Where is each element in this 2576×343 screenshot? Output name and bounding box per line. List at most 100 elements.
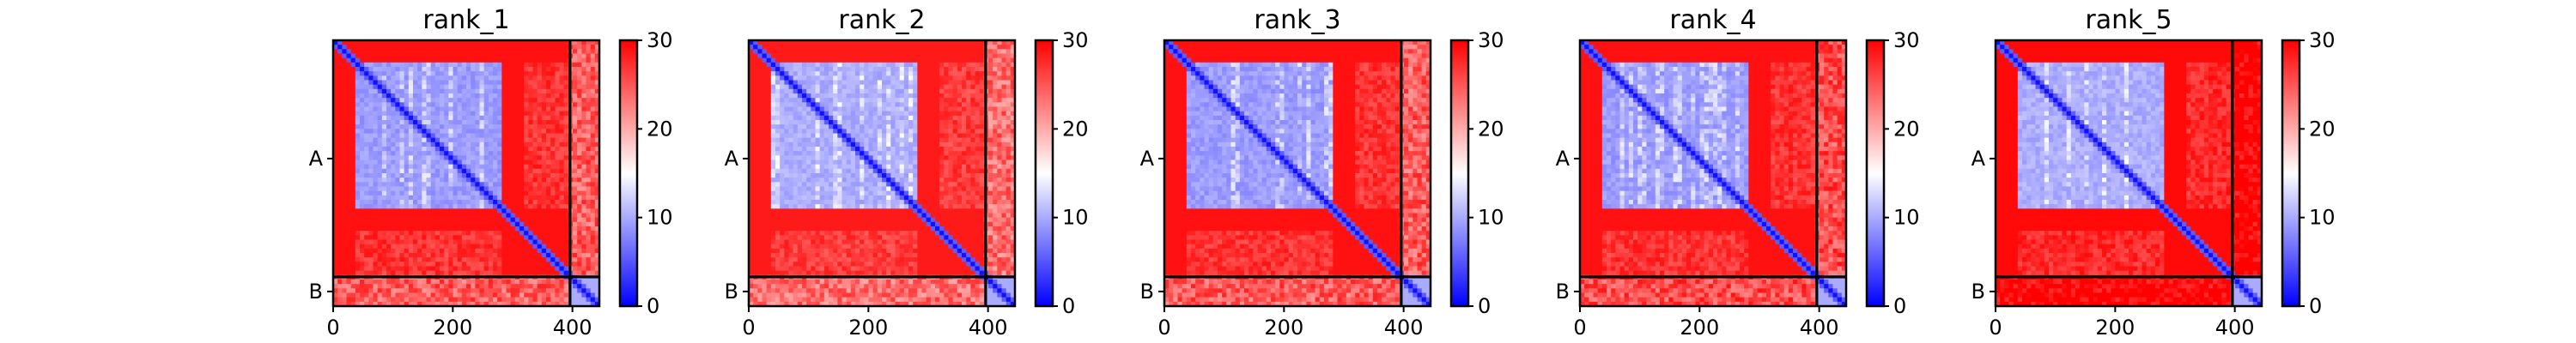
heatmap-cell: [806, 93, 811, 99]
heatmap-cell: [399, 151, 405, 156]
heatmap-cell: [559, 40, 565, 45]
heatmap-cell: [413, 120, 418, 125]
heatmap-cell: [377, 280, 383, 285]
heatmap-cell: [506, 124, 512, 129]
heatmap-cell: [453, 88, 459, 94]
heatmap-cell: [590, 231, 596, 236]
heatmap-cell: [921, 67, 927, 72]
heatmap-cell: [948, 75, 954, 81]
heatmap-cell: [757, 40, 763, 45]
heatmap-cell: [532, 141, 538, 147]
heatmap-cell: [333, 239, 338, 245]
heatmap-cell: [524, 221, 529, 227]
heatmap-cell: [913, 75, 918, 81]
heatmap-cell: [355, 45, 361, 50]
heatmap-cell: [514, 168, 520, 174]
heatmap-cell: [373, 45, 379, 50]
heatmap-cell: [559, 106, 565, 112]
heatmap-cell: [868, 67, 874, 72]
heatmap-cell: [573, 239, 578, 245]
heatmap-cell: [453, 151, 459, 156]
heatmap-cell: [483, 106, 489, 112]
heatmap-cell: [581, 195, 587, 201]
heatmap-cell: [408, 168, 414, 174]
heatmap-cell: [377, 213, 383, 219]
heatmap-cell: [957, 124, 963, 129]
heatmap-cell: [426, 208, 432, 214]
heatmap-cell: [360, 186, 365, 192]
heatmap-cell: [823, 45, 829, 50]
heatmap-cell: [408, 111, 414, 117]
heatmap-cell: [577, 71, 582, 76]
heatmap-cell: [855, 40, 860, 45]
heatmap-cell: [886, 98, 891, 103]
heatmap-cell: [519, 129, 525, 135]
heatmap-cell: [541, 301, 547, 307]
heatmap-cell: [333, 301, 338, 307]
heatmap-cell: [337, 244, 343, 250]
heatmap-cell: [594, 204, 600, 209]
heatmap-cell: [930, 67, 936, 72]
heatmap-cell: [766, 75, 772, 81]
heatmap-cell: [408, 80, 414, 86]
heatmap-cell: [811, 93, 817, 99]
heatmap-cell: [823, 137, 829, 143]
heatmap-cell: [537, 141, 543, 147]
heatmap-cell: [413, 239, 418, 245]
heatmap-cell: [386, 253, 392, 258]
heatmap-cell: [899, 62, 905, 68]
heatmap-cell: [886, 111, 891, 117]
heatmap-cell: [386, 137, 392, 143]
heatmap-cell: [360, 284, 365, 289]
heatmap-cell: [877, 129, 883, 135]
heatmap-cell: [524, 239, 529, 245]
heatmap-cell: [514, 67, 520, 72]
heatmap-cell: [391, 208, 396, 214]
heatmap-cell: [784, 93, 790, 99]
heatmap-cell: [594, 71, 600, 76]
heatmap-cell: [399, 182, 405, 188]
heatmap-cell: [381, 67, 387, 72]
heatmap-cell: [501, 235, 507, 241]
heatmap-cell: [457, 248, 463, 254]
heatmap-cell: [762, 106, 768, 112]
heatmap-cell: [979, 45, 985, 50]
heatmap-cell: [966, 115, 971, 121]
heatmap-cell: [457, 84, 463, 90]
heatmap-cell: [555, 297, 561, 303]
heatmap-cell: [453, 231, 459, 236]
heatmap-cell: [559, 102, 565, 108]
heatmap-cell: [408, 49, 414, 55]
heatmap-cell: [829, 106, 834, 112]
heatmap-cell: [837, 120, 843, 125]
heatmap-cell: [908, 98, 914, 103]
heatmap-cell: [793, 75, 799, 81]
heatmap-cell: [555, 159, 561, 165]
colorbar: [620, 40, 637, 306]
heatmap-cell: [559, 120, 565, 125]
heatmap-cell: [395, 159, 401, 165]
heatmap-cell: [753, 111, 758, 117]
heatmap-cell: [386, 280, 392, 285]
heatmap-cell: [841, 62, 848, 68]
heatmap-cell: [913, 93, 918, 99]
heatmap-cell: [563, 88, 569, 94]
heatmap-cell: [528, 115, 534, 121]
heatmap-cell: [581, 239, 587, 245]
heatmap-cell: [493, 284, 498, 289]
heatmap-cell: [453, 173, 459, 178]
heatmap-cell: [532, 80, 538, 86]
heatmap-cell: [753, 129, 758, 135]
heatmap-cell: [895, 49, 901, 55]
heatmap-cell: [457, 57, 463, 63]
heatmap-cell: [417, 178, 422, 183]
heatmap-cell: [440, 102, 445, 108]
heatmap-cell: [373, 88, 379, 94]
heatmap-cell: [537, 40, 543, 45]
heatmap-cell: [337, 57, 343, 63]
heatmap-cell: [550, 204, 556, 209]
heatmap-cell: [882, 102, 887, 108]
heatmap-cell: [471, 53, 476, 59]
heatmap-cell: [962, 67, 967, 72]
heatmap-cell: [426, 257, 432, 262]
